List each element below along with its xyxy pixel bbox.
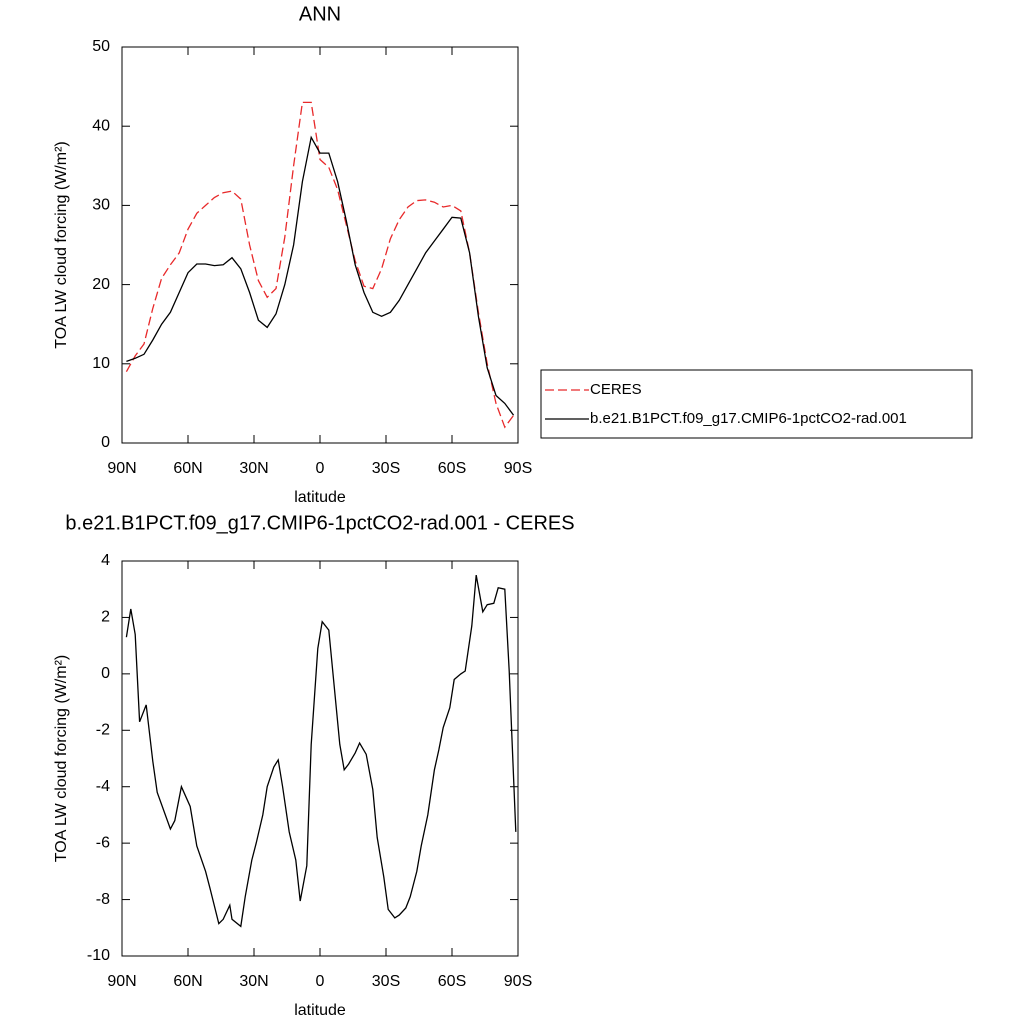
y-tick-label: 30: [92, 197, 110, 214]
y-tick-label: -6: [96, 834, 110, 851]
x-tick-label: 30S: [372, 460, 400, 477]
y-tick-label: -8: [96, 891, 110, 908]
y-tick-label: 10: [92, 355, 110, 372]
legend-label: b.e21.B1PCT.f09_g17.CMIP6-1pctCO2-rad.00…: [590, 410, 907, 427]
y-tick-label: 50: [92, 38, 110, 55]
x-axis-label: latitude: [294, 489, 346, 506]
y-axis-label: TOA LW cloud forcing (W/m²): [53, 655, 70, 862]
line-series: [125, 574, 517, 928]
x-tick-label: 30S: [372, 973, 400, 990]
x-tick-label: 90N: [107, 460, 136, 477]
plot-frame: [121, 560, 519, 957]
x-tick-label: 90S: [504, 973, 532, 990]
line-series: [126, 135, 515, 416]
y-tick-label: 0: [101, 434, 110, 451]
y-tick-label: -4: [96, 778, 110, 795]
line-series: [125, 101, 515, 429]
x-tick-label: 90N: [107, 973, 136, 990]
y-tick-label: 2: [101, 609, 110, 626]
plot-frame: [121, 46, 519, 444]
x-tick-label: 0: [316, 460, 325, 477]
legend-box: [540, 369, 973, 439]
x-tick-label: 60N: [173, 460, 202, 477]
y-tick-label: -10: [87, 947, 110, 964]
y-tick-label: 0: [101, 665, 110, 682]
x-tick-label: 60S: [438, 460, 466, 477]
x-tick-label: 60N: [173, 973, 202, 990]
x-axis-label: latitude: [294, 1002, 346, 1019]
x-tick-label: 0: [316, 973, 325, 990]
y-tick-label: -2: [96, 722, 110, 739]
chart-title: b.e21.B1PCT.f09_g17.CMIP6-1pctCO2-rad.00…: [65, 512, 574, 534]
y-tick-label: 20: [92, 276, 110, 293]
y-axis-label: TOA LW cloud forcing (W/m²): [53, 141, 70, 348]
y-tick-label: 4: [101, 552, 110, 569]
x-tick-label: 30N: [239, 460, 268, 477]
x-tick-label: 90S: [504, 460, 532, 477]
x-tick-label: 30N: [239, 973, 268, 990]
x-tick-label: 60S: [438, 973, 466, 990]
legend-label: CERES: [590, 381, 642, 398]
y-tick-label: 40: [92, 117, 110, 134]
chart-title: ANN: [299, 3, 341, 25]
